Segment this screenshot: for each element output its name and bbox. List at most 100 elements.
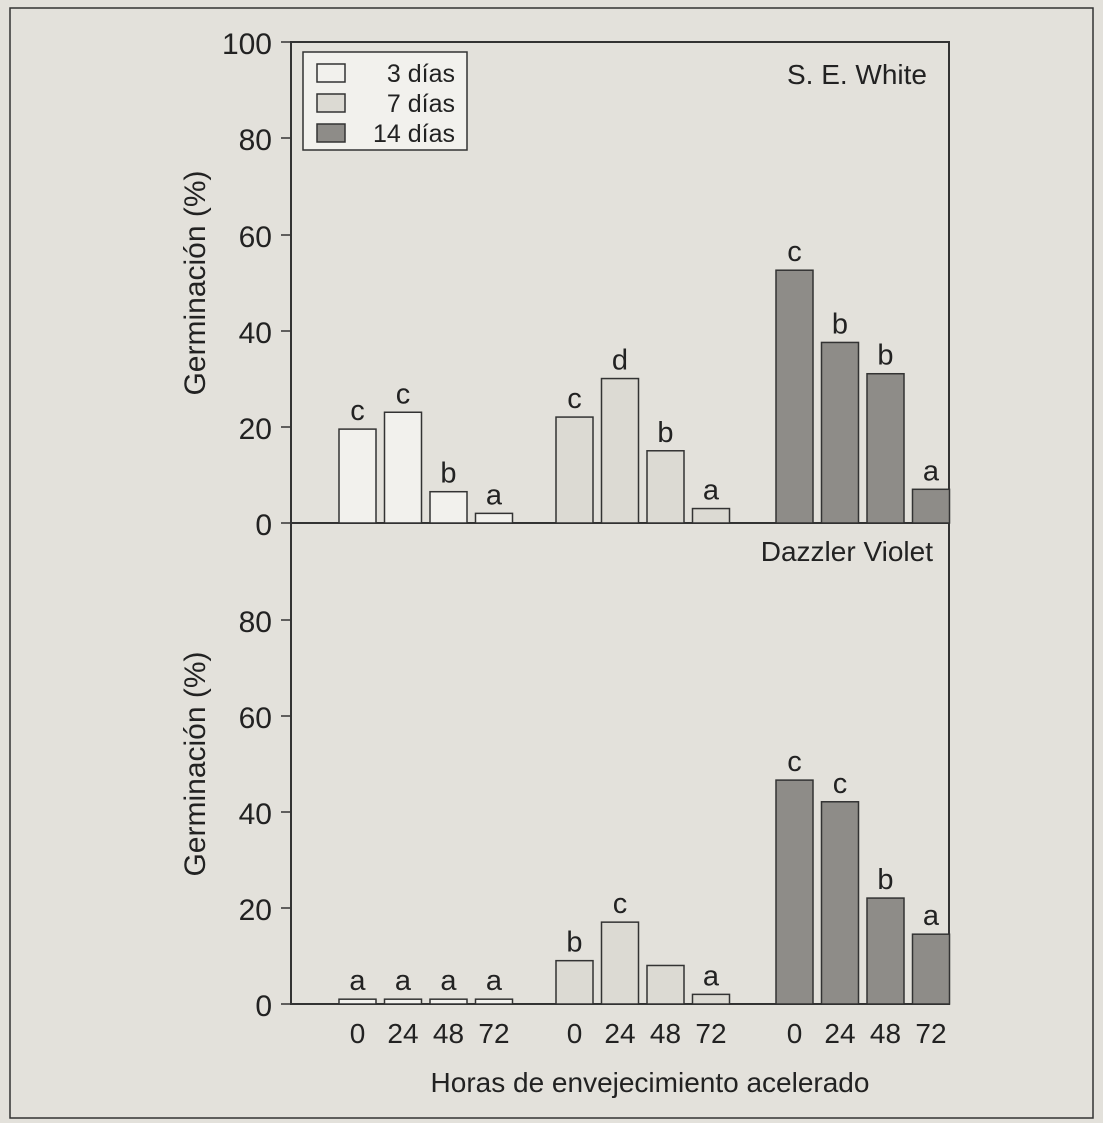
bottom-ytick-label-20: 20 bbox=[239, 894, 272, 927]
bottom-ytick-0: 0 bbox=[255, 990, 291, 1023]
bottom-ytick-label-0: 0 bbox=[255, 990, 272, 1023]
bottom-ytick-20: 20 bbox=[239, 894, 291, 927]
x-tick-label-3dias-24: 24 bbox=[387, 1018, 418, 1049]
bottom-bar-14dias-72h bbox=[911, 933, 951, 1005]
top-bar-3dias-48h bbox=[429, 490, 468, 524]
bottom-bar-3dias-24h bbox=[383, 998, 423, 1005]
x-tick-label-14dias-24: 24 bbox=[824, 1018, 855, 1049]
bottom-ytick-label-60: 60 bbox=[239, 702, 272, 735]
top-bar-label-7dias-24h: d bbox=[612, 345, 628, 377]
bottom-bar-label-3dias-48h: a bbox=[440, 965, 457, 997]
top-bar-label-7dias-0h: c bbox=[567, 383, 582, 415]
x-tick-label-3dias-0: 0 bbox=[350, 1018, 366, 1049]
bottom-ytick-40: 40 bbox=[239, 798, 291, 831]
legend-label-14dias: 14 días bbox=[373, 120, 455, 148]
top-ytick-label-0: 0 bbox=[255, 509, 272, 542]
x-tick-labels: 0 24 48 72 0 24 48 72 0 24 48 72 bbox=[350, 1018, 947, 1049]
top-ytick-label-40: 40 bbox=[239, 317, 272, 350]
top-ytick-20: 20 bbox=[239, 413, 291, 446]
bottom-y-axis-title: Germinación (%) bbox=[179, 651, 212, 876]
top-bar-14dias-48h bbox=[866, 372, 905, 524]
x-tick-label-7dias-24: 24 bbox=[604, 1018, 635, 1049]
bottom-panel-label: Dazzler Violet bbox=[761, 536, 933, 567]
top-bar-7dias-72h bbox=[691, 507, 731, 524]
top-ytick-80: 80 bbox=[239, 124, 291, 157]
bottom-bar-3dias-0h bbox=[338, 998, 377, 1005]
bottom-y-axis: 80 60 40 20 0 bbox=[239, 606, 291, 1023]
top-bar-7dias-0h bbox=[555, 416, 594, 524]
top-bar-3dias-24h bbox=[383, 411, 423, 524]
bottom-bar-label-7dias-0h: b bbox=[566, 927, 582, 959]
legend-entry-3dias: 3 días bbox=[316, 60, 455, 88]
bottom-bar-14dias-24h bbox=[820, 801, 860, 1005]
top-bar-label-14dias-72h: a bbox=[923, 455, 940, 487]
legend: 3 días 7 días 14 días bbox=[302, 51, 468, 151]
top-y-axis: 100 80 60 40 20 0 bbox=[222, 28, 291, 542]
page-frame bbox=[9, 7, 1094, 1119]
bottom-bar-7dias-0h bbox=[555, 959, 594, 1005]
x-tick-label-3dias-72: 72 bbox=[478, 1018, 509, 1049]
bottom-bar-label-14dias-72h: a bbox=[923, 900, 940, 932]
x-tick-label-7dias-48: 48 bbox=[650, 1018, 681, 1049]
bottom-bar-3dias-72h bbox=[474, 998, 514, 1005]
bottom-bar-label-3dias-24h: a bbox=[395, 965, 412, 997]
bottom-bar-label-7dias-24h: c bbox=[613, 888, 628, 920]
top-bar-label-3dias-48h: b bbox=[440, 458, 456, 490]
top-bar-label-3dias-24h: c bbox=[396, 378, 411, 410]
bottom-bar-7dias-24h bbox=[600, 921, 640, 1005]
x-axis-title: Horas de envejecimiento acelerado bbox=[431, 1067, 870, 1098]
top-bar-3dias-0h bbox=[338, 428, 377, 524]
top-bar-label-7dias-72h: a bbox=[703, 475, 720, 507]
top-ytick-100: 100 bbox=[222, 28, 291, 61]
top-bar-label-7dias-48h: b bbox=[657, 417, 673, 449]
bottom-bar-label-14dias-24h: c bbox=[833, 768, 848, 800]
top-bar-14dias-24h bbox=[820, 341, 860, 524]
top-ytick-label-20: 20 bbox=[239, 413, 272, 446]
bottom-bar-3dias-48h bbox=[429, 998, 468, 1005]
top-bar-14dias-72h bbox=[911, 488, 951, 524]
x-tick-label-14dias-72: 72 bbox=[915, 1018, 946, 1049]
top-ytick-label-60: 60 bbox=[239, 221, 272, 254]
top-ytick-label-80: 80 bbox=[239, 124, 272, 157]
legend-entry-14dias: 14 días bbox=[316, 120, 455, 148]
x-tick-label-14dias-48: 48 bbox=[870, 1018, 901, 1049]
top-ytick-0: 0 bbox=[255, 509, 291, 542]
bottom-ytick-80: 80 bbox=[239, 606, 291, 639]
legend-swatch-7dias bbox=[316, 93, 346, 113]
top-bar-label-14dias-24h: b bbox=[832, 308, 848, 340]
bottom-bar-7dias-72h bbox=[691, 993, 731, 1005]
bottom-bar-14dias-0h bbox=[775, 779, 814, 1005]
top-bar-7dias-48h bbox=[646, 450, 685, 524]
top-bar-label-14dias-48h: b bbox=[877, 340, 893, 372]
bottom-ytick-label-80: 80 bbox=[239, 606, 272, 639]
x-tick-label-3dias-48: 48 bbox=[433, 1018, 464, 1049]
bottom-ytick-label-40: 40 bbox=[239, 798, 272, 831]
top-ytick-60: 60 bbox=[239, 221, 291, 254]
legend-entry-7dias: 7 días bbox=[316, 90, 455, 118]
bottom-bar-label-3dias-0h: a bbox=[349, 965, 366, 997]
top-bar-3dias-72h bbox=[474, 512, 514, 524]
top-bar-label-3dias-72h: a bbox=[486, 479, 503, 511]
x-tick-label-7dias-72: 72 bbox=[695, 1018, 726, 1049]
top-panel-label: S. E. White bbox=[787, 59, 927, 90]
bottom-bar-label-14dias-48h: b bbox=[877, 864, 893, 896]
bottom-bar-label-14dias-0h: c bbox=[787, 746, 802, 778]
top-bar-label-14dias-0h: c bbox=[787, 236, 802, 268]
bottom-bar-label-7dias-72h: a bbox=[703, 960, 720, 992]
x-tick-label-7dias-0: 0 bbox=[567, 1018, 583, 1049]
legend-label-3dias: 3 días bbox=[387, 60, 455, 88]
legend-label-7dias: 7 días bbox=[387, 90, 455, 118]
top-bar-label-3dias-0h: c bbox=[350, 395, 365, 427]
x-tick-label-14dias-0: 0 bbox=[787, 1018, 803, 1049]
bottom-ytick-60: 60 bbox=[239, 702, 291, 735]
bottom-bar-14dias-48h bbox=[866, 897, 905, 1005]
top-ytick-40: 40 bbox=[239, 317, 291, 350]
legend-swatch-14dias bbox=[316, 123, 346, 143]
bottom-bar-7dias-48h bbox=[646, 964, 685, 1005]
legend-swatch-3dias bbox=[316, 63, 346, 83]
top-ytick-label-100: 100 bbox=[222, 28, 272, 61]
top-y-axis-title: Germinación (%) bbox=[179, 170, 212, 395]
top-bar-7dias-24h bbox=[600, 377, 640, 524]
